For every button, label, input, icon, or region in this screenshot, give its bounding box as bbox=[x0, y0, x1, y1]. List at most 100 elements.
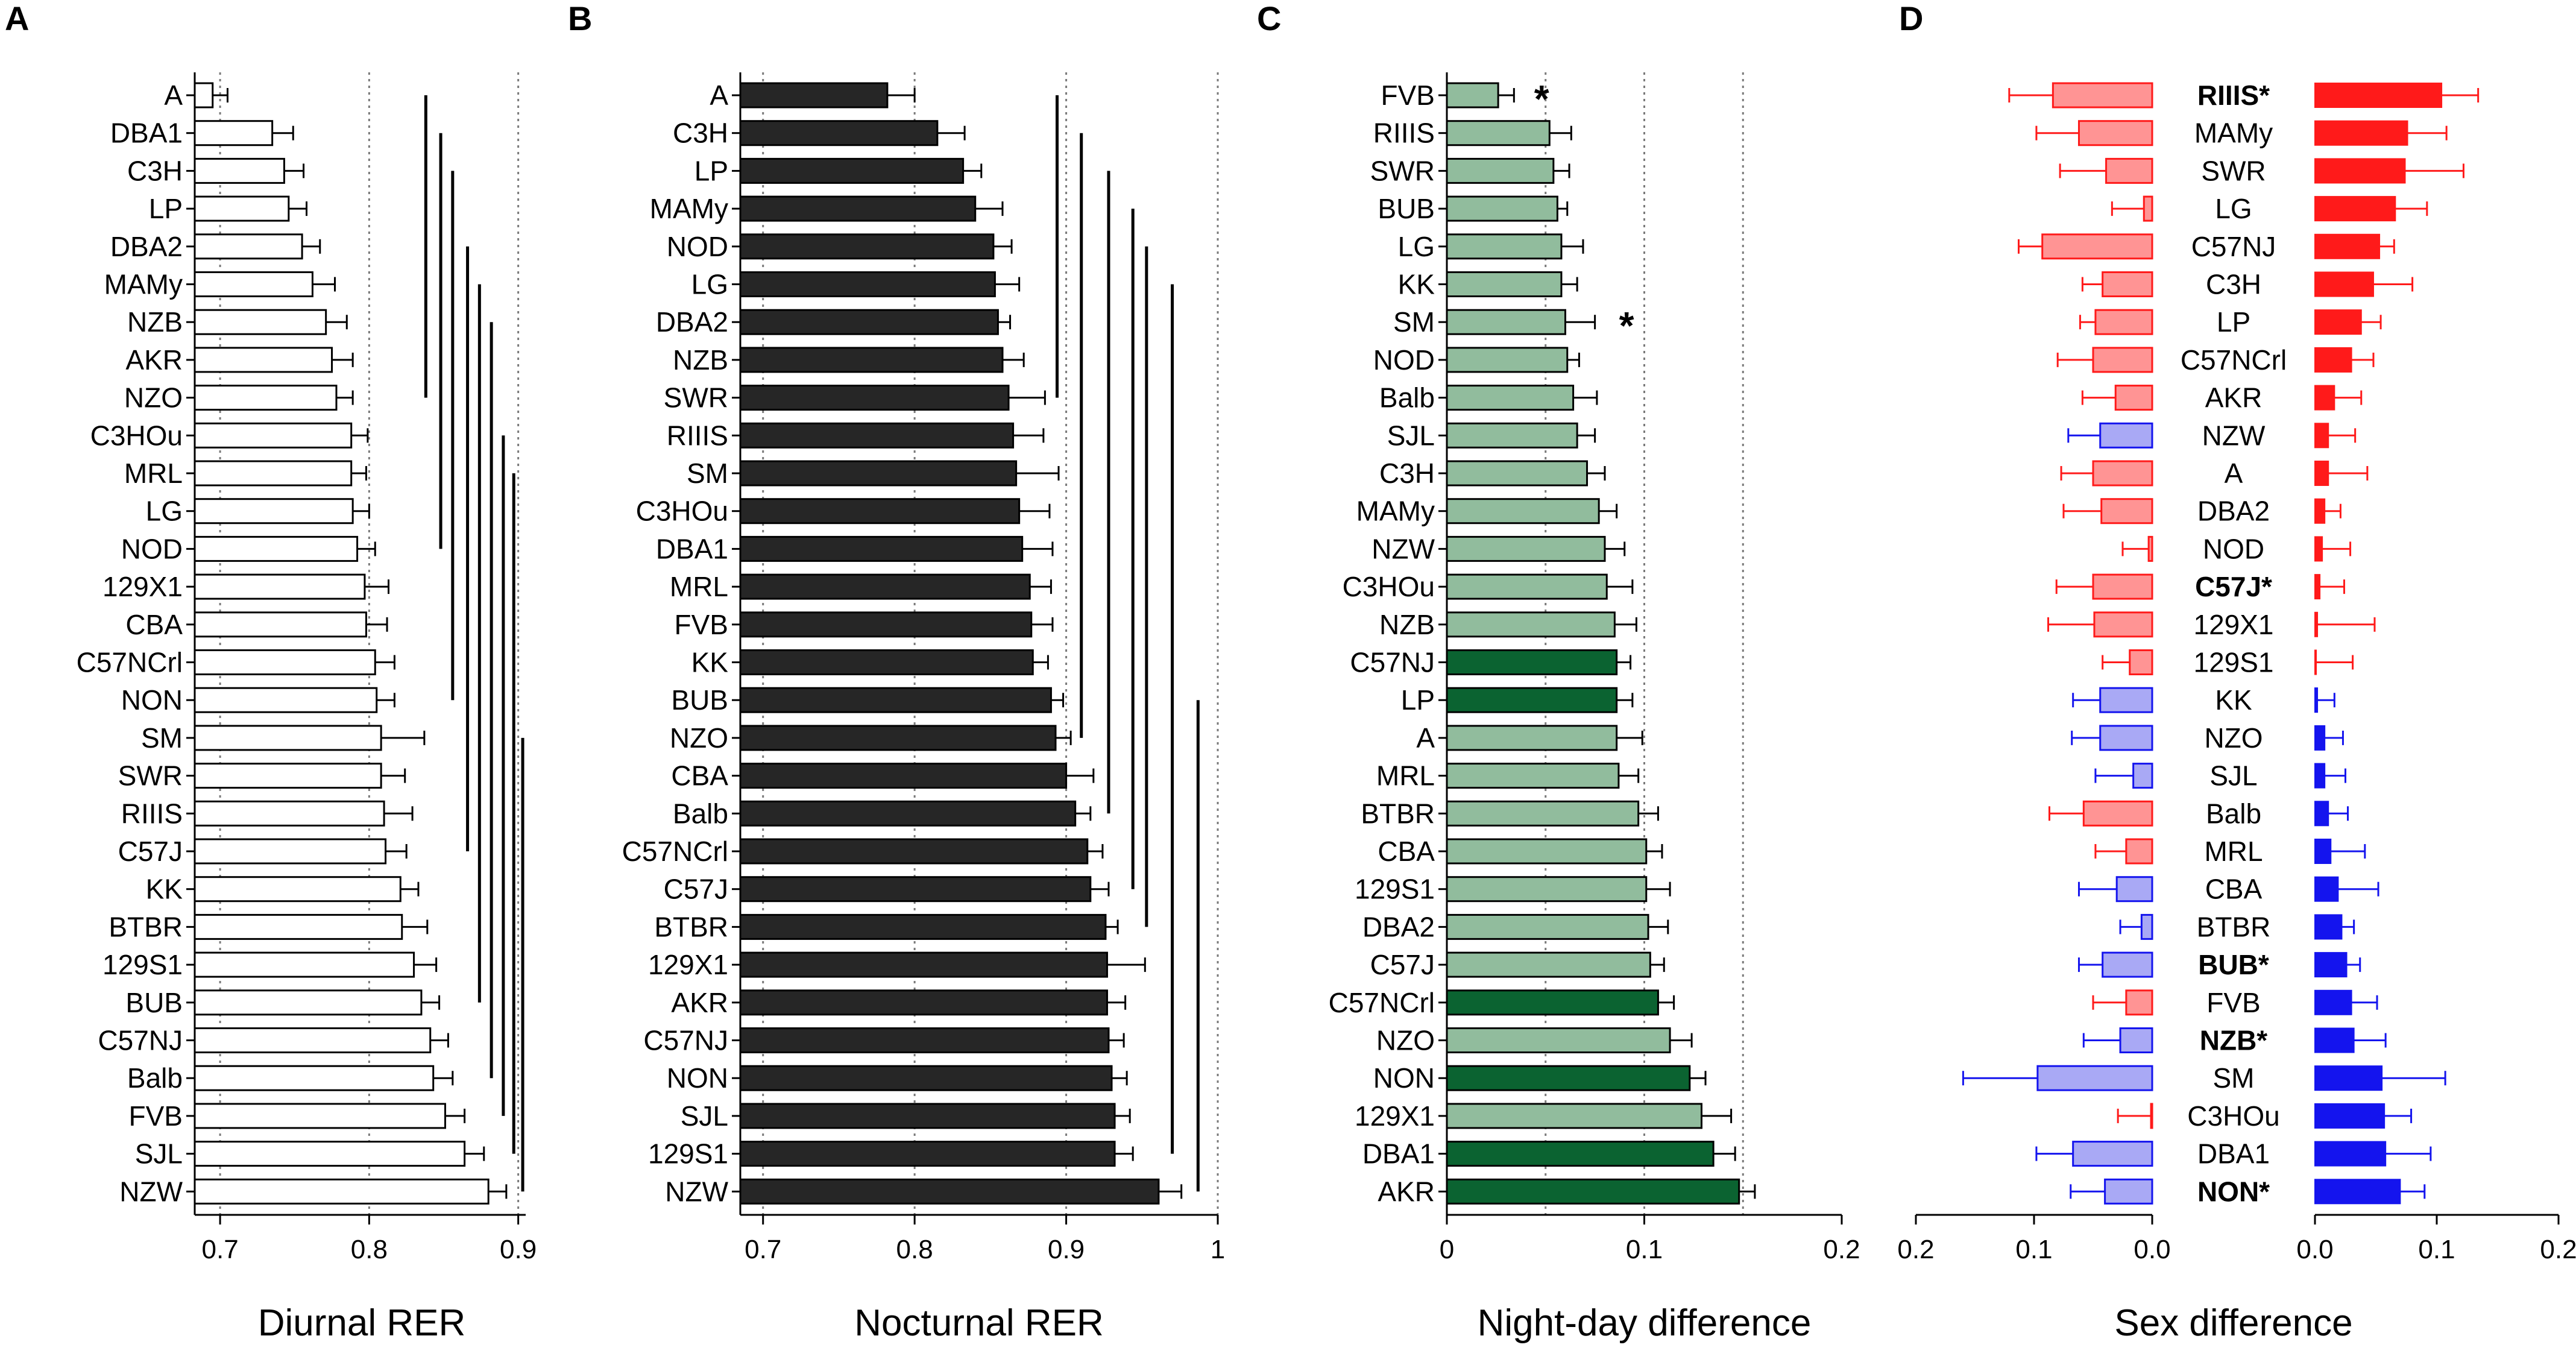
a-bar-129X1 bbox=[194, 573, 366, 600]
b-category-label-SWR: SWR bbox=[664, 382, 728, 414]
d-category-label-CBA: CBA bbox=[2205, 874, 2263, 905]
b-bar-KK bbox=[739, 649, 1034, 675]
b-category-label-CBA: CBA bbox=[671, 760, 728, 792]
d-right-bar-SM bbox=[2314, 1065, 2383, 1091]
c-bar-MAMy bbox=[1446, 498, 1600, 525]
panel-letter-a: A bbox=[5, 0, 29, 37]
d-right-bar-C57J bbox=[2314, 574, 2321, 600]
d-left-bar-C57NJ bbox=[2041, 233, 2153, 260]
a-category-label-CBA: CBA bbox=[125, 609, 183, 640]
a-bar-SJL bbox=[194, 1141, 466, 1167]
a-bar-NON bbox=[194, 687, 378, 713]
b-category-label-MRL: MRL bbox=[670, 571, 728, 602]
d-category-label-NZO: NZO bbox=[2204, 722, 2263, 754]
b-category-label-RIIIS: RIIIS bbox=[667, 420, 728, 451]
panel-c: C FVB RIIIS SWR BUB LG KK SM NOD Balb SJL C3H MAMy N… bbox=[1257, 0, 1860, 1344]
d-left-bar-NZO bbox=[2099, 725, 2153, 751]
d-category-label-C57NJ: C57NJ bbox=[2191, 231, 2276, 262]
a-category-label-BTBR: BTBR bbox=[109, 911, 183, 942]
c-xtick-label-1: 0.1 bbox=[1626, 1235, 1663, 1264]
a-bar-RIIIS bbox=[194, 800, 385, 827]
a-bar-C57NJ bbox=[194, 1027, 432, 1053]
a-category-label-KK: KK bbox=[146, 874, 183, 905]
c-category-label-SM: SM bbox=[1393, 306, 1435, 338]
b-bar-SJL bbox=[739, 1103, 1116, 1129]
d-category-label-KK: KK bbox=[2215, 684, 2252, 716]
a-bar-MAMy bbox=[194, 271, 313, 297]
a-category-label-FVB: FVB bbox=[129, 1100, 183, 1132]
b-xtick-label-3: 1 bbox=[1211, 1235, 1225, 1264]
a-category-label-NZW: NZW bbox=[119, 1176, 183, 1207]
panel-a: A A DBA1 C3H LP DBA2 MAMy NZB AKR NZO C3HOu MRL LG N… bbox=[5, 0, 537, 1344]
c-category-label-NZW: NZW bbox=[1371, 533, 1435, 564]
c-category-label-NOD: NOD bbox=[1373, 344, 1435, 376]
c-bar-C57NCrl bbox=[1446, 989, 1659, 1016]
d-left-bar-NZW bbox=[2099, 422, 2153, 449]
b-bar-LG bbox=[739, 271, 996, 297]
d-left-bar-DBA1 bbox=[2072, 1141, 2153, 1167]
c-category-label-NON: NON bbox=[1373, 1062, 1435, 1094]
d-left-bar-CBA bbox=[2115, 876, 2153, 903]
d-left-bar-FVB bbox=[2125, 989, 2153, 1016]
d-left-bar-BUB bbox=[2102, 951, 2153, 978]
a-bar-DBA1 bbox=[194, 120, 274, 147]
a-bar-SWR bbox=[194, 763, 382, 789]
a-category-label-LG: LG bbox=[146, 496, 183, 527]
a-category-label-AKR: AKR bbox=[125, 344, 183, 376]
c-bar-BUB bbox=[1446, 195, 1558, 222]
d-right-bar-A bbox=[2314, 461, 2329, 486]
c-category-label-C57NCrl: C57NCrl bbox=[1329, 987, 1435, 1018]
b-category-label-NOD: NOD bbox=[667, 231, 728, 262]
d-category-label-RIIIS: RIIIS* bbox=[2197, 80, 2270, 111]
d-left-xtick-label-2: 0.0 bbox=[2134, 1235, 2170, 1264]
d-right-bar-RIIIS bbox=[2314, 83, 2443, 108]
b-category-label-NON: NON bbox=[667, 1062, 728, 1094]
b-category-label-Balb: Balb bbox=[673, 798, 728, 829]
c-bar-DBA2 bbox=[1446, 913, 1649, 940]
c-category-label-SWR: SWR bbox=[1370, 155, 1435, 186]
c-bar-LP bbox=[1446, 687, 1618, 713]
c-category-label-DBA2: DBA2 bbox=[1362, 911, 1435, 942]
c-bar-DBA1 bbox=[1446, 1141, 1715, 1167]
b-category-label-C57J: C57J bbox=[664, 874, 728, 905]
a-xtick-label-2: 0.9 bbox=[500, 1235, 537, 1264]
b-bar-BTBR bbox=[739, 913, 1107, 940]
b-bar-MRL bbox=[739, 573, 1031, 600]
b-category-label-C57NJ: C57NJ bbox=[643, 1025, 728, 1056]
b-bar-DBA2 bbox=[739, 309, 999, 335]
a-bar-KK bbox=[194, 876, 402, 903]
c-category-label-BTBR: BTBR bbox=[1361, 798, 1435, 829]
d-left-bar-RIIIS bbox=[2052, 82, 2153, 109]
c-category-label-C57J: C57J bbox=[1370, 949, 1435, 980]
d-left-bar-A bbox=[2092, 460, 2153, 487]
b-category-label-C3H: C3H bbox=[673, 118, 728, 149]
a-category-label-NOD: NOD bbox=[121, 533, 183, 564]
c-category-label-KK: KK bbox=[1398, 269, 1435, 300]
c-bar-AKR bbox=[1446, 1178, 1740, 1205]
a-category-label-129X1: 129X1 bbox=[102, 571, 183, 602]
b-bar-C3H bbox=[739, 120, 939, 147]
d-left-bar-C3H bbox=[2102, 271, 2153, 297]
d-category-label-MAMy: MAMy bbox=[2194, 118, 2273, 149]
d-category-label-NZW: NZW bbox=[2202, 420, 2266, 451]
b-bar-LP bbox=[739, 157, 965, 184]
a-category-label-NON: NON bbox=[121, 684, 183, 716]
d-category-label-Balb: Balb bbox=[2206, 798, 2261, 829]
a-bar-SM bbox=[194, 725, 382, 751]
a-category-label-SWR: SWR bbox=[118, 760, 183, 792]
d-category-label-C3H: C3H bbox=[2206, 269, 2261, 300]
c-bar-RIIIS bbox=[1446, 120, 1551, 147]
d-category-label-DBA2: DBA2 bbox=[2197, 496, 2270, 527]
b-xtick-label-1: 0.8 bbox=[896, 1235, 933, 1264]
d-right-bar-C57NJ bbox=[2314, 233, 2381, 259]
b-bar-AKR bbox=[739, 989, 1108, 1016]
a-bar-C3HOu bbox=[194, 422, 353, 449]
a-bar-BUB bbox=[194, 989, 423, 1016]
c-category-label-Balb: Balb bbox=[1379, 382, 1435, 414]
c-bar-A bbox=[1446, 725, 1618, 751]
a-category-label-A: A bbox=[164, 80, 183, 111]
c-bar-C57J bbox=[1446, 951, 1651, 978]
d-category-label-BTBR: BTBR bbox=[2197, 911, 2271, 942]
d-category-label-AKR: AKR bbox=[2205, 382, 2263, 414]
